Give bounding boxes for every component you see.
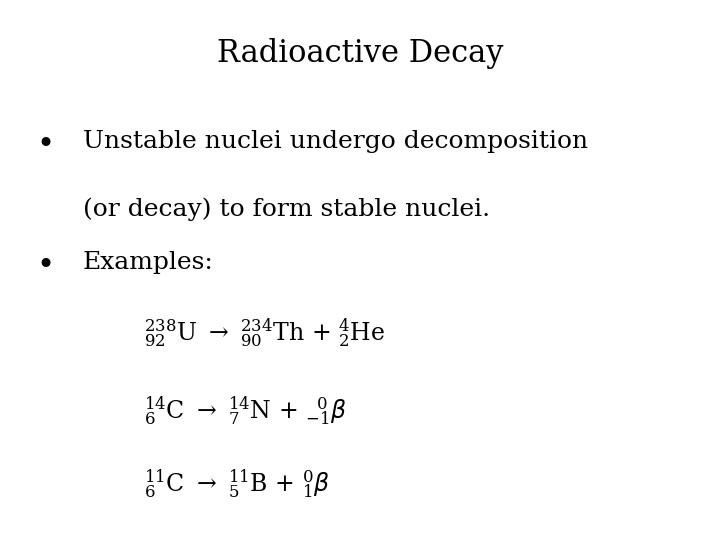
Text: (or decay) to form stable nuclei.: (or decay) to form stable nuclei. — [83, 197, 490, 221]
Text: •: • — [36, 251, 54, 282]
Text: $\mathregular{{}^{238}_{92}}$U $\mathregular{\rightarrow}$ $\mathregular{{}^{234: $\mathregular{{}^{238}_{92}}$U $\mathreg… — [144, 316, 385, 349]
Text: $\mathregular{{}^{14}_{6}}$C $\mathregular{\rightarrow}$ $\mathregular{{}^{14}_{: $\mathregular{{}^{14}_{6}}$C $\mathregul… — [144, 394, 347, 427]
Text: Examples:: Examples: — [83, 251, 214, 274]
Text: Radioactive Decay: Radioactive Decay — [217, 38, 503, 69]
Text: Unstable nuclei undergo decomposition: Unstable nuclei undergo decomposition — [83, 130, 588, 153]
Text: •: • — [36, 130, 54, 160]
Text: $\mathregular{{}^{11}_{6}}$C $\mathregular{\rightarrow}$ $\mathregular{{}^{11}_{: $\mathregular{{}^{11}_{6}}$C $\mathregul… — [144, 467, 330, 500]
